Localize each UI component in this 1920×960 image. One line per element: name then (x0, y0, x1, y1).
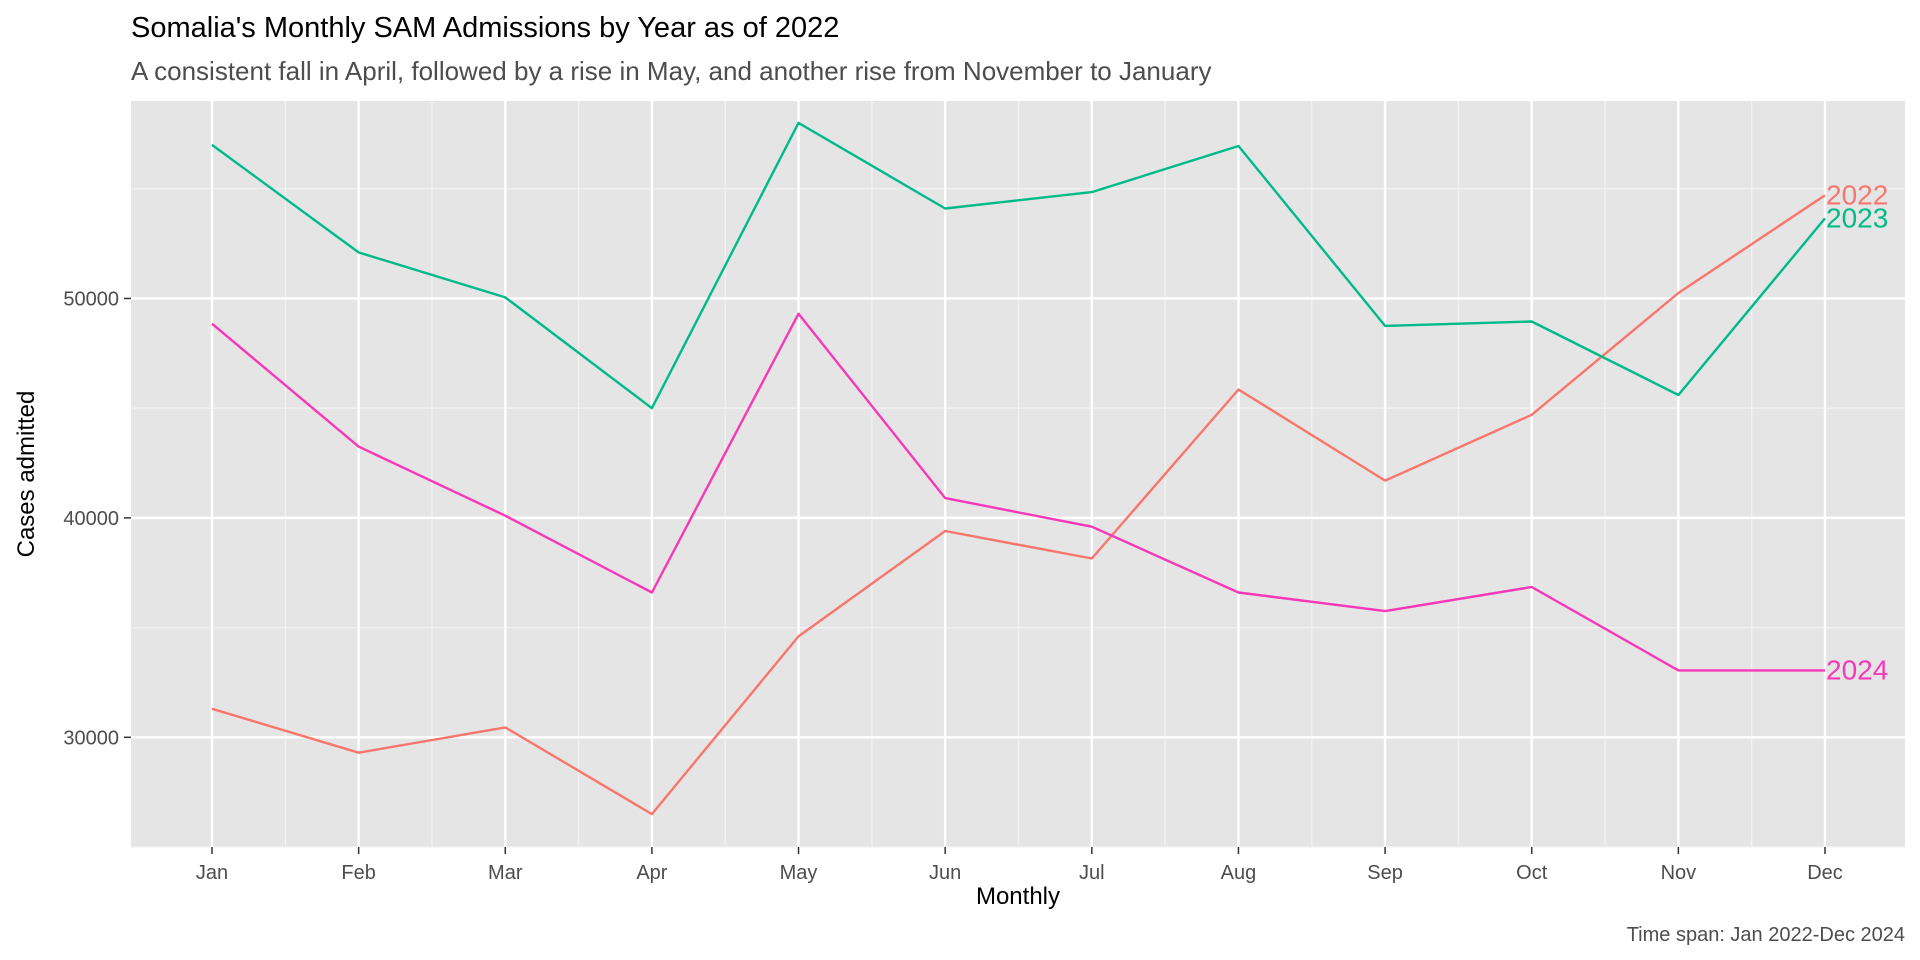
x-axis-label: Monthly (976, 883, 1060, 910)
x-tick-label: Aug (1221, 862, 1257, 884)
series-line-2022 (211, 194, 1826, 816)
x-tick-label: Feb (341, 862, 375, 884)
x-tick-label: Apr (636, 862, 667, 884)
y-axis-ticks: 30000 40000 50000 (63, 288, 131, 749)
x-tick-label: Dec (1807, 862, 1843, 884)
major-gridlines (131, 101, 1905, 847)
x-tick-label: Nov (1661, 862, 1697, 884)
x-tick-label: Jan (196, 862, 228, 884)
x-tick-label: Oct (1516, 862, 1548, 884)
x-tick-label: Jul (1079, 862, 1105, 884)
chart-subtitle: A consistent fall in April, followed by … (131, 56, 1211, 86)
series-label-2023: 2023 (1826, 202, 1888, 233)
x-tick-label: Jun (929, 862, 961, 884)
series-label-2022: 2022 (1826, 179, 1888, 210)
y-axis-label: Cases admitted (13, 391, 40, 558)
x-tick-label: May (780, 862, 818, 884)
x-axis-ticks: Jan Feb Mar Apr May Jun Jul Aug Sep Oct Nov Dec (196, 847, 1843, 884)
y-tick-label: 50000 (63, 288, 119, 310)
y-tick-label: 30000 (63, 727, 119, 749)
chart-title: Somalia's Monthly SAM Admissions by Year… (131, 12, 839, 44)
series-line-2023 (211, 121, 1826, 410)
series-label-2024: 2024 (1826, 654, 1888, 685)
series-lines (211, 121, 1826, 816)
chart-caption: Time span: Jan 2022-Dec 2024 (1627, 924, 1905, 946)
x-tick-label: Mar (488, 862, 523, 884)
x-tick-label: Sep (1367, 862, 1403, 884)
y-tick-label: 40000 (63, 508, 119, 530)
series-line-2024 (211, 312, 1825, 672)
